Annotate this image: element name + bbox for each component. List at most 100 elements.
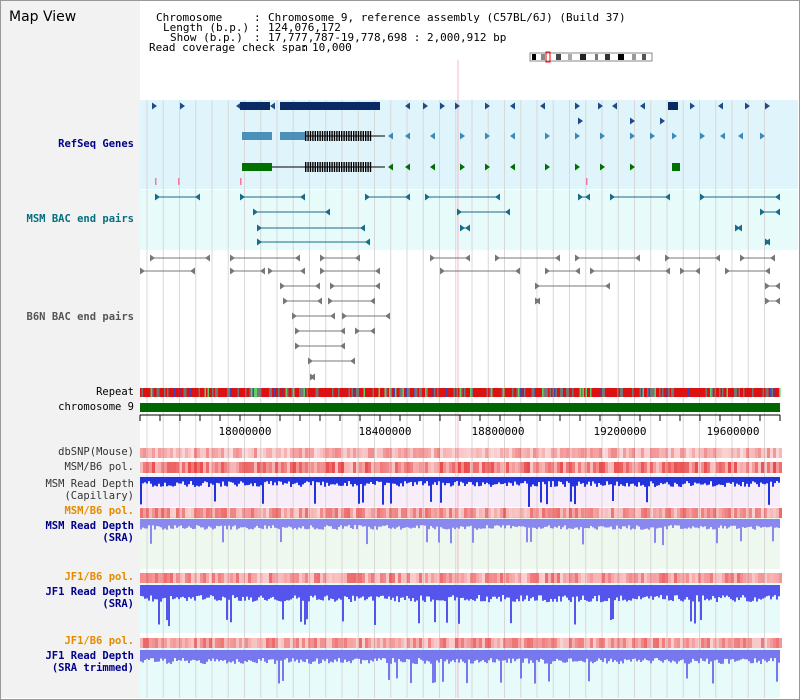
msm-depth-sra-bar [396,519,398,528]
jf1-b6-pol-heat-2 [284,638,287,648]
jf1-b6-pol-heat-2 [353,638,356,648]
msm-bac-end [300,193,305,201]
repeat-mark [456,388,459,397]
jf1-depth-trim-bar [192,650,194,660]
repeat-mark [404,388,406,397]
jf1-depth-trim-bar [182,650,184,659]
jf1-b6-pol-heat-2 [383,638,386,648]
repeat-mark [194,388,196,397]
jf1-b6-pol-heat-2 [728,638,731,648]
dbsnp-heat [470,448,473,458]
jf1-depth-sra-bar [340,585,342,600]
msm-b6-pol-heat-2 [560,508,563,518]
repeat-mark [389,388,391,397]
msm-depth-cap-bar [230,477,232,483]
jf1-depth-sra-bar [276,585,278,601]
msm-depth-cap-bar [268,477,270,484]
msm-b6-pol-heat-2 [419,508,422,518]
msm-b6-pol-heat [431,462,434,473]
msm-b6-pol-heat-2 [158,508,161,518]
jf1-depth-trim-bar [694,650,696,661]
msm-b6-pol-heat [197,462,200,473]
jf1-b6-pol-heat [437,573,440,583]
repeat-mark [417,388,420,397]
jf1-b6-pol-heat [605,573,608,583]
msm-b6-pol-heat-2 [254,508,257,518]
refseq-gene [423,102,428,110]
jf1-b6-pol-heat-2 [587,638,590,648]
dbsnp-heat [461,448,464,458]
jf1-b6-pol-heat [584,573,587,583]
msm-b6-pol-heat [713,462,716,473]
repeat-mark [197,388,199,397]
msm-b6-pol-heat [167,462,170,473]
dbsnp-heat [167,448,170,458]
jf1-b6-pol-heat-2 [221,638,224,648]
jf1-b6-pol-heat [275,573,278,583]
msm-depth-sra-bar [284,519,286,528]
dbsnp-heat [431,448,434,458]
msm-b6-pol-heat-2 [689,508,692,518]
label-chromosome: chromosome 9 [58,401,134,413]
msm-depth-sra-bar [270,519,272,529]
jf1-b6-pol-heat [458,573,461,583]
msm-depth-sra-bar [258,519,260,528]
msm-b6-pol-heat [410,462,413,473]
msm-depth-cap-bar [738,477,740,485]
msm-depth-sra-bar [758,519,760,527]
jf1-depth-trim-bar [396,650,398,679]
label-jf1-depth-sra: JF1 Read Depth [45,586,134,598]
jf1-b6-pol-heat-2 [755,638,758,648]
msm-depth-cap-bar [360,477,362,485]
jf1-depth-trim-bar [480,650,482,662]
jf1-depth-sra-bar [196,585,198,597]
msm-depth-cap-bar [296,477,298,483]
msm-depth-cap-bar [378,477,380,482]
jf1-depth-trim-bar [236,650,238,660]
repeat-mark [473,388,475,397]
jf1-b6-pol-heat-2 [617,638,620,648]
jf1-depth-sra-bar [602,585,604,602]
repeat-mark [542,388,544,397]
jf1-b6-pol-heat [254,573,257,583]
msm-depth-sra-bar [406,519,408,528]
jf1-b6-pol-heat [467,573,470,583]
msm-b6-pol-heat-2 [728,508,731,518]
jf1-depth-sra-bar [216,585,218,601]
msm-depth-sra-bar [706,519,708,530]
jf1-depth-sra-bar [562,585,564,597]
repeat-mark [539,388,541,397]
repeat-mark [386,388,388,397]
msm-depth-cap-bar [598,477,600,484]
repeat-mark [656,388,658,397]
jf1-b6-pol-heat-2 [431,638,434,648]
dbsnp-heat [383,448,386,458]
msm-b6-pol-heat-2 [467,508,470,518]
repeat-mark [554,388,556,397]
msm-b6-pol-heat [398,462,401,473]
jf1-depth-trim-bar [246,650,248,662]
refseq-gene [236,102,241,110]
msm-b6-pol-heat [311,462,314,473]
msm-b6-pol-heat-2 [233,508,236,518]
ideogram-band [568,54,572,60]
repeat-mark [459,388,462,397]
repeat-mark [225,388,228,397]
jf1-depth-trim-bar [700,650,702,659]
msm-depth-cap-bar [208,477,210,487]
jf1-b6-pol-heat-2 [614,638,617,648]
jf1-depth-trim-bar [176,650,178,662]
msm-b6-pol-heat-2 [470,508,473,518]
jf1-depth-sra-bar [420,585,422,596]
repeat-mark [156,388,159,397]
repeat-mark [218,388,220,397]
jf1-b6-pol-heat-2 [479,638,482,648]
jf1-depth-sra-bar [176,585,178,598]
length-key: Length (b.p.) [163,21,250,34]
msm-depth-cap-bar [678,477,680,487]
msm-depth-cap-bar [176,477,178,483]
jf1-depth-sra-bar [434,585,436,623]
repeat-mark [266,388,268,397]
msm-depth-cap-bar [402,477,404,487]
